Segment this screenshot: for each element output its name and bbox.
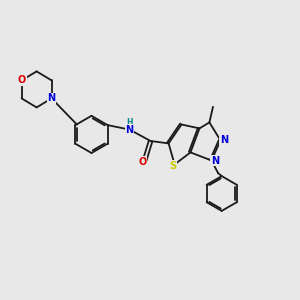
Text: S: S: [169, 161, 177, 171]
Text: N: N: [47, 93, 56, 103]
Text: N: N: [220, 135, 228, 146]
Text: H: H: [126, 118, 133, 127]
Text: N: N: [211, 155, 219, 166]
Text: O: O: [138, 157, 146, 167]
Text: O: O: [17, 75, 26, 85]
Text: N: N: [125, 124, 134, 135]
